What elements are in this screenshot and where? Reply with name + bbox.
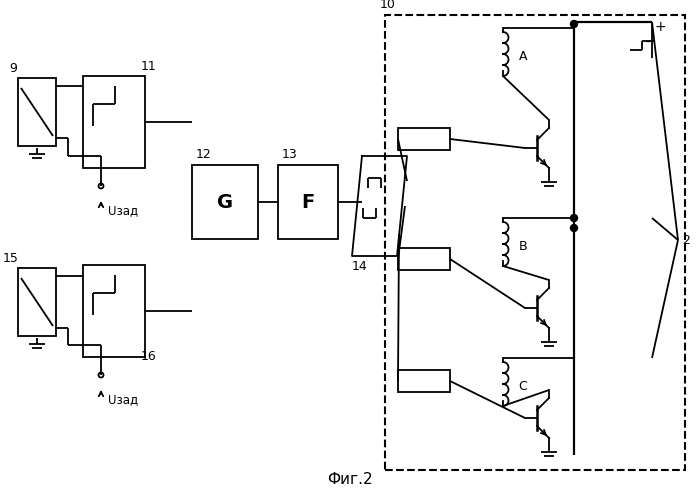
Bar — [278, 165, 338, 239]
Text: 13: 13 — [282, 148, 298, 161]
Bar — [398, 248, 450, 270]
Text: 14: 14 — [352, 259, 368, 272]
Text: 16: 16 — [141, 350, 157, 363]
Text: 10: 10 — [380, 0, 396, 11]
Bar — [385, 15, 685, 470]
Circle shape — [570, 225, 577, 232]
Text: 11: 11 — [141, 60, 157, 73]
Circle shape — [570, 20, 577, 27]
Text: +: + — [654, 20, 666, 34]
Circle shape — [570, 215, 577, 222]
Bar — [18, 78, 56, 146]
Text: Uзад: Uзад — [108, 204, 138, 218]
Bar — [83, 76, 145, 168]
Text: F: F — [301, 192, 315, 212]
Text: B: B — [519, 240, 527, 252]
Text: Uзад: Uзад — [108, 394, 138, 407]
Text: A: A — [519, 50, 527, 63]
Text: G: G — [217, 192, 233, 212]
Text: C: C — [519, 380, 527, 393]
Text: Фиг.2: Фиг.2 — [327, 473, 373, 488]
Bar — [398, 370, 450, 392]
Bar — [18, 268, 56, 336]
Text: 2: 2 — [682, 234, 690, 247]
Text: 15: 15 — [3, 252, 19, 265]
Bar — [83, 265, 145, 357]
Text: 12: 12 — [196, 148, 212, 161]
Bar — [192, 165, 258, 239]
Text: 9: 9 — [9, 63, 17, 76]
Text: -: - — [646, 36, 651, 50]
Bar — [398, 128, 450, 150]
